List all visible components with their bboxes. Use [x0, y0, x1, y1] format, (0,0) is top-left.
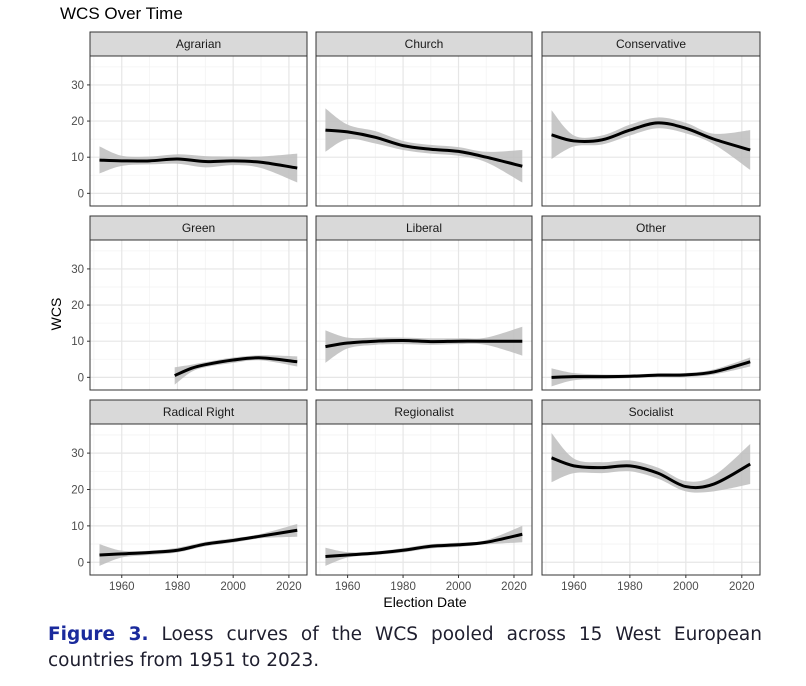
strip-label: Radical Right	[163, 405, 235, 419]
x-tick-label: 2020	[276, 581, 302, 593]
loess-line	[550, 456, 751, 490]
y-tick-label: 0	[78, 372, 84, 384]
loess-line	[325, 128, 523, 168]
y-tick-label: 10	[71, 521, 84, 533]
y-tick-label: 10	[71, 152, 84, 164]
x-tick-label: 2000	[220, 581, 246, 593]
loess-line	[551, 121, 751, 152]
panel-background	[316, 240, 532, 390]
facet-panel-agrarian: Agrarian 0 10 20 30	[71, 31, 308, 207]
loess-line	[99, 157, 298, 170]
y-tick-label: 20	[71, 484, 84, 496]
y-tick-label: 20	[71, 116, 84, 128]
x-tick-label: 1960	[109, 581, 135, 593]
strip-background	[315, 31, 533, 57]
strip-label: Church	[405, 37, 444, 51]
strip-label: Agrarian	[176, 37, 221, 51]
strip-label: Conservative	[616, 37, 686, 51]
facet-panel-radical-right: Radical Right 0 10 20 30 1960 1980 2000 2020	[71, 399, 308, 593]
y-tick-label: 10	[71, 336, 84, 348]
facet-panel-other: Other	[541, 215, 761, 391]
x-axis-label: Election Date	[383, 594, 466, 610]
facet-panel-regionalist: Regionalist 1960 1980 2000 2020	[315, 399, 533, 593]
x-tick-label: 2000	[673, 581, 699, 593]
faceted-chart: WCS Over Time WCS Election Date Agrarian…	[48, 4, 761, 610]
strip-background	[541, 215, 761, 241]
caption-text: Loess curves of the WCS pooled across 15…	[48, 624, 762, 671]
y-tick-label: 0	[78, 188, 84, 200]
y-tick-label: 30	[71, 448, 84, 460]
x-tick-label: 2020	[729, 581, 755, 593]
strip-background	[315, 215, 533, 241]
confidence-band	[99, 146, 298, 183]
facet-panel-green: Green 0 10 20 30	[71, 215, 308, 391]
panel-background	[316, 424, 532, 575]
y-tick-label: 0	[78, 557, 84, 569]
x-tick-label: 1960	[561, 581, 587, 593]
confidence-band	[325, 108, 523, 183]
confidence-band	[551, 357, 751, 387]
facet-panel-socialist: Socialist 1960 1980 2000 2020	[541, 399, 761, 593]
chart-title: WCS Over Time	[60, 4, 183, 23]
figure-caption: Figure 3. Loess curves of the WCS pooled…	[48, 622, 762, 674]
facet-panel-church: Church	[315, 31, 533, 207]
strip-background	[541, 399, 761, 425]
strip-background	[315, 399, 533, 425]
y-tick-label: 30	[71, 264, 84, 276]
strip-background	[89, 215, 308, 241]
strip-label: Green	[182, 221, 215, 235]
x-tick-label: 2020	[501, 581, 527, 593]
strip-label: Socialist	[629, 405, 674, 419]
panel-background	[542, 56, 760, 206]
panel-background	[542, 424, 760, 575]
x-tick-label: 1960	[335, 581, 361, 593]
y-tick-label: 30	[71, 80, 84, 92]
confidence-band	[174, 355, 298, 385]
strip-label: Regionalist	[394, 405, 454, 419]
loess-line	[174, 356, 298, 377]
confidence-band	[325, 326, 523, 363]
strip-background	[541, 31, 761, 57]
loess-line	[325, 532, 523, 558]
x-tick-label: 2000	[446, 581, 472, 593]
panel-background	[542, 240, 760, 390]
loess-line	[551, 360, 751, 379]
x-tick-label: 1980	[617, 581, 643, 593]
caption-label: Figure 3.	[48, 624, 149, 645]
chart-svg: WCS Over Time WCS Election Date Agrarian…	[48, 4, 761, 610]
panel-background	[90, 56, 307, 206]
y-axis-label: WCS	[48, 298, 64, 331]
x-tick-label: 1980	[165, 581, 191, 593]
panel-background	[90, 424, 307, 575]
y-tick-label: 20	[71, 300, 84, 312]
facet-panel-liberal: Liberal	[315, 215, 533, 391]
confidence-band	[551, 433, 751, 493]
strip-label: Other	[636, 221, 666, 235]
strip-background	[89, 31, 308, 57]
loess-line	[99, 528, 298, 557]
x-tick-label: 1980	[390, 581, 416, 593]
strip-label: Liberal	[406, 221, 442, 235]
facet-panel-conservative: Conservative	[541, 31, 761, 207]
loess-line	[325, 338, 523, 349]
strip-background	[89, 399, 308, 425]
